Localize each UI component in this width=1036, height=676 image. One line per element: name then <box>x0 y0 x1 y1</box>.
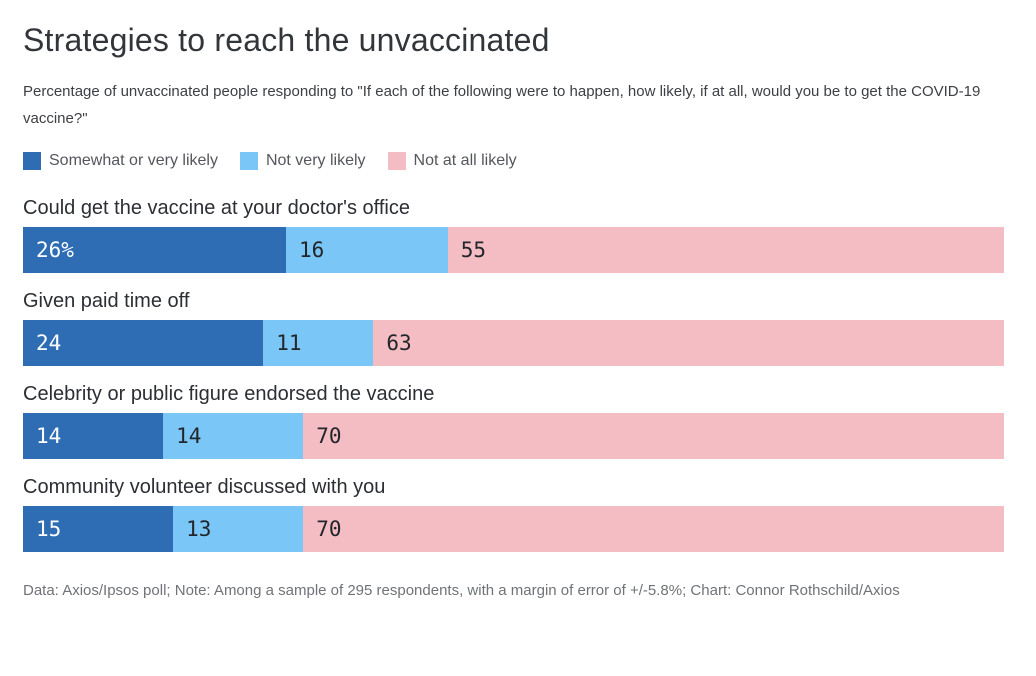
segment-value-label: 26% <box>36 238 74 262</box>
legend-label: Not at all likely <box>413 152 517 169</box>
chart-subtitle: Percentage of unvaccinated people respon… <box>23 83 981 127</box>
bar-segment-somewhat-likely: 15 <box>23 506 174 552</box>
stacked-bar: 15 13 70 <box>23 506 1004 552</box>
legend-item-somewhat-or-very-likely: Somewhat or very likely <box>23 152 218 170</box>
stacked-bar: 24 11 63 <box>23 320 1004 366</box>
segment-value-label: 70 <box>316 517 342 541</box>
bar-segment-not-at-all-likely: 70 <box>303 413 1004 459</box>
segment-value-label: 14 <box>36 424 62 448</box>
bar-row-celebrity-endorsement: Celebrity or public figure endorsed the … <box>23 382 1004 459</box>
segment-value-label: 70 <box>316 424 342 448</box>
segment-value-label: 13 <box>186 517 212 541</box>
legend-swatch-light-blue <box>239 152 258 170</box>
legend-label: Somewhat or very likely <box>49 152 218 169</box>
category-label: Given paid time off <box>23 290 190 312</box>
stacked-bar: 14 14 70 <box>23 413 1004 459</box>
segment-value-label: 24 <box>36 331 62 355</box>
segment-value-label: 16 <box>298 238 325 262</box>
bar-segment-somewhat-likely: 14 <box>23 413 164 459</box>
bar-segment-somewhat-likely: 26% <box>23 227 286 273</box>
bar-segment-not-very-likely: 13 <box>173 506 304 552</box>
legend-label: Not very likely <box>265 152 366 169</box>
segment-value-label: 63 <box>386 331 412 355</box>
segment-value-label: 55 <box>460 238 487 262</box>
bar-segment-not-at-all-likely: 70 <box>303 506 1004 552</box>
bar-segment-not-at-all-likely: 55 <box>447 227 1004 273</box>
segment-value-label: 15 <box>36 517 62 541</box>
bar-row-community-volunteer: Community volunteer discussed with you 1… <box>23 475 1004 552</box>
bar-segment-not-very-likely: 14 <box>163 413 304 459</box>
bar-segment-not-very-likely: 16 <box>285 227 448 273</box>
page-title: Strategies to reach the unvaccinated <box>23 22 550 58</box>
legend-item-not-at-all-likely: Not at all likely <box>387 152 517 170</box>
bar-segment-somewhat-likely: 24 <box>23 320 264 366</box>
stacked-bar: 26% 16 55 <box>23 227 1004 273</box>
chart-legend: Somewhat or very likely Not very likely … <box>23 152 1004 170</box>
segment-value-label: 11 <box>276 331 302 355</box>
footer-note: Data: Axios/Ipsos poll; Note: Among a sa… <box>23 582 900 599</box>
category-label: Could get the vaccine at your doctor's o… <box>23 197 411 219</box>
stacked-bar-chart: Could get the vaccine at your doctor's o… <box>23 196 1004 552</box>
legend-swatch-dark-blue <box>23 152 41 170</box>
legend-item-not-very-likely: Not very likely <box>239 152 366 170</box>
bar-segment-not-at-all-likely: 63 <box>373 320 1004 366</box>
category-label: Celebrity or public figure endorsed the … <box>23 383 435 405</box>
bar-row-doctors-office: Could get the vaccine at your doctor's o… <box>23 196 1004 273</box>
legend-swatch-pink <box>387 152 406 170</box>
segment-value-label: 14 <box>176 424 202 448</box>
category-label: Community volunteer discussed with you <box>23 476 386 498</box>
bar-segment-not-very-likely: 11 <box>263 320 374 366</box>
bar-row-paid-time-off: Given paid time off 24 11 63 <box>23 289 1004 366</box>
